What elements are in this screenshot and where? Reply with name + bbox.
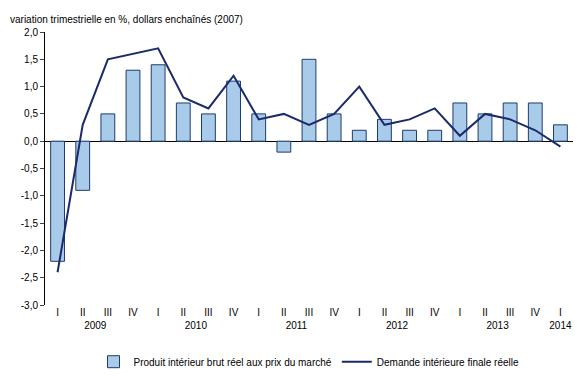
svg-text:0,0: 0,0 [24,136,38,147]
svg-text:-0,5: -0,5 [21,163,39,174]
svg-text:Demande intérieure finale réel: Demande intérieure finale réelle [377,357,519,368]
svg-text:IV: IV [128,307,138,318]
svg-text:2009: 2009 [84,320,107,331]
svg-text:0,5: 0,5 [24,108,38,119]
svg-text:I: I [257,307,260,318]
svg-text:III: III [405,307,413,318]
svg-text:2011: 2011 [286,320,308,331]
svg-text:-2,5: -2,5 [21,272,39,283]
svg-text:1,5: 1,5 [24,54,38,65]
svg-text:I: I [458,307,461,318]
svg-text:-2,0: -2,0 [21,245,39,256]
svg-text:IV: IV [430,307,440,318]
svg-text:IV: IV [229,307,239,318]
svg-text:I: I [559,307,562,318]
svg-text:1,0: 1,0 [24,81,38,92]
svg-text:III: III [305,307,313,318]
svg-text:IV: IV [531,307,541,318]
svg-text:II: II [281,307,287,318]
svg-text:I: I [358,307,361,318]
svg-text:2012: 2012 [386,320,409,331]
svg-text:II: II [382,307,388,318]
svg-text:variation trimestrielle en %,: variation trimestrielle en %, dollars en… [10,14,243,25]
svg-text:II: II [482,307,488,318]
svg-text:I: I [157,307,160,318]
svg-text:2014: 2014 [549,320,572,331]
svg-text:III: III [104,307,112,318]
svg-text:-1,0: -1,0 [21,190,39,201]
svg-text:III: III [506,307,514,318]
svg-text:III: III [204,307,212,318]
svg-text:2,0: 2,0 [24,27,38,38]
svg-text:-3,0: -3,0 [21,300,39,311]
svg-text:2010: 2010 [185,320,208,331]
svg-text:II: II [80,307,86,318]
svg-text:Produit intérieur brut réel au: Produit intérieur brut réel aux prix du … [134,357,332,368]
svg-text:IV: IV [329,307,339,318]
svg-text:2013: 2013 [486,320,509,331]
svg-text:-1,5: -1,5 [21,218,39,229]
svg-text:II: II [181,307,187,318]
svg-text:I: I [56,307,59,318]
